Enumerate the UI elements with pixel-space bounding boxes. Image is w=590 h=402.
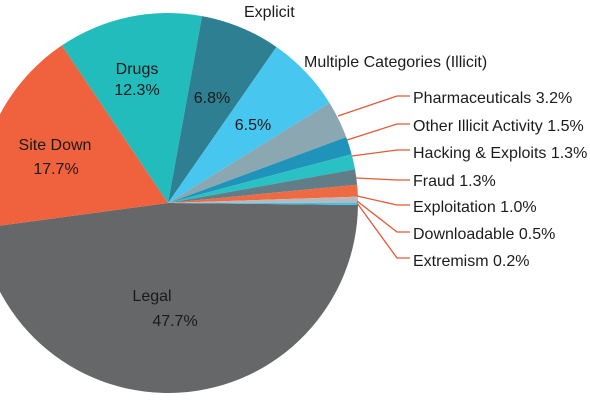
label-extremism: Extremism 0.2% (413, 253, 529, 270)
pie-slice-explicit (168, 16, 277, 203)
pie-slice-legal (0, 203, 358, 394)
label-legal-pct: 47.7% (152, 313, 197, 330)
label-drugs-name: Drugs (116, 61, 159, 78)
leader-hacking (351, 149, 410, 157)
label-other-illicit: Other Illicit Activity 1.5% (413, 118, 584, 135)
label-downloadable: Downloadable 0.5% (413, 226, 555, 243)
label-multiple-pct: 6.5% (235, 117, 271, 134)
label-drugs-pct: 12.3% (114, 82, 159, 99)
label-hacking: Hacking & Exploits 1.3% (413, 145, 587, 162)
pie-slice-exploitation (168, 184, 358, 203)
label-legal-name: Legal (132, 288, 171, 305)
pie-slice-downloadable (168, 196, 358, 203)
leader-exploitation (356, 195, 410, 206)
pie-slice-site-down (0, 45, 168, 226)
leader-lines (337, 95, 410, 259)
pie-slices (0, 12, 359, 394)
label-multiple-name: Multiple Categories (Illicit) (304, 54, 487, 71)
label-site-down-name: Site Down (19, 137, 92, 154)
leader-fraud (355, 177, 410, 181)
pie-slice-drugs (61, 12, 203, 204)
label-explicit-name: Explicit (244, 4, 295, 21)
label-explicit-pct: 6.8% (194, 90, 230, 107)
pie-slice-hacking-exploits (168, 154, 355, 203)
label-pharmaceuticals: Pharmaceuticals 3.2% (413, 90, 572, 107)
pie-slice-extremism (168, 202, 359, 205)
pie-slice-pharmaceuticals (168, 102, 347, 203)
pie-slice-fraud (168, 169, 358, 203)
leader-other-illicit (346, 123, 410, 141)
pie-slice-other-illicit-activity (168, 137, 352, 203)
label-fraud: Fraud 1.3% (413, 173, 496, 190)
pie-slice-multiple-categories-illicit (168, 46, 330, 204)
leader-extremism (356, 202, 410, 259)
leader-pharmaceuticals (337, 95, 410, 117)
label-exploitation: Exploitation 1.0% (413, 199, 537, 216)
leader-downloadable (356, 200, 410, 233)
label-site-down-pct: 17.7% (33, 161, 78, 178)
